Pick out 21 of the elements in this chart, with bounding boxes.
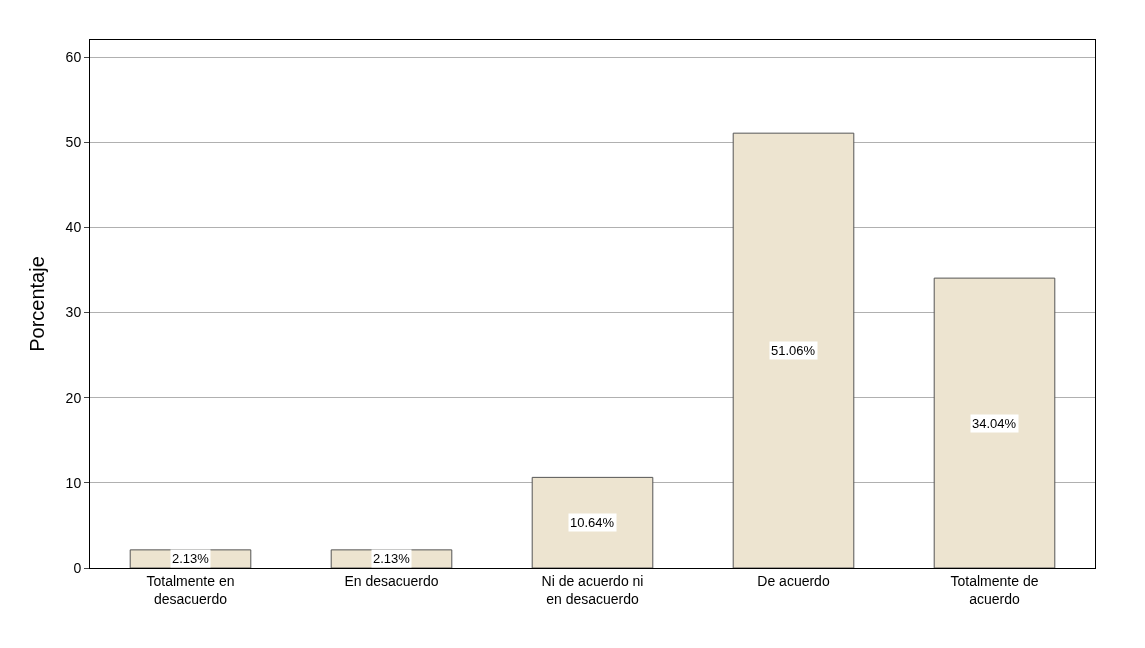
data-label: 2.13% — [172, 551, 210, 566]
y-tick-label: 60 — [65, 48, 82, 65]
x-tick-label: De acuerdo — [757, 572, 830, 589]
bar — [732, 132, 855, 568]
y-tick-label: 50 — [65, 134, 82, 151]
data-label: 10.64% — [570, 515, 615, 530]
bar — [531, 476, 654, 568]
y-tick-label: 30 — [65, 304, 82, 321]
y-tick-label: 0 — [73, 559, 82, 576]
bar — [933, 277, 1056, 568]
x-tick-label: Totalmente en desacuerdo — [146, 572, 235, 607]
y-axis-title: Porcentaje — [26, 256, 49, 352]
x-tick-label: Ni de acuerdo ni en desacuerdo — [541, 572, 644, 607]
y-tick-label: 20 — [65, 389, 82, 406]
data-label: 2.13% — [373, 551, 411, 566]
y-tick-label: 40 — [65, 219, 82, 236]
data-label: 34.04% — [972, 416, 1017, 431]
y-tick-label: 10 — [65, 474, 82, 491]
x-tick-label: Totalmente de acuerdo — [950, 572, 1039, 607]
x-tick-label: En desacuerdo — [344, 572, 439, 589]
data-label: 51.06% — [771, 343, 816, 358]
